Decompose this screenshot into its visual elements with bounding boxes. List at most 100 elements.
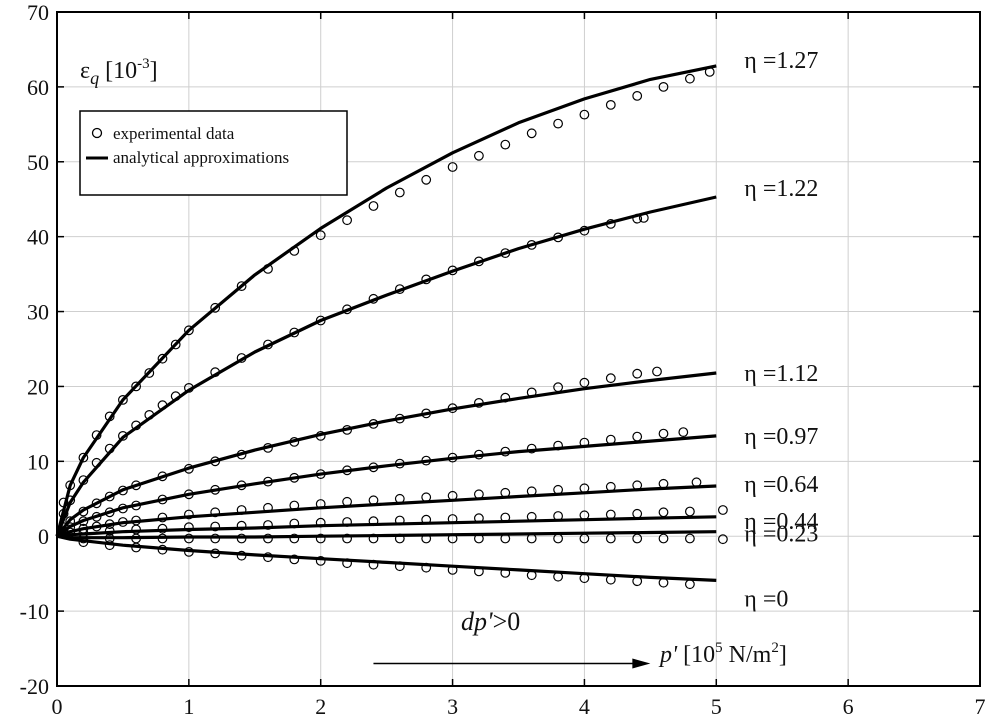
data-point [236, 480, 247, 491]
data-point [368, 495, 379, 506]
data-point [210, 367, 221, 378]
data-point [421, 492, 432, 503]
data-point [605, 481, 616, 492]
annotation-arrowhead [632, 658, 651, 669]
data-point [526, 128, 537, 139]
data-point [474, 150, 484, 161]
data-point [58, 497, 69, 508]
annotation-var: dp' [461, 607, 493, 636]
data-point [157, 494, 168, 505]
x-axis-title-open: [10 [677, 642, 715, 668]
data-point [342, 558, 353, 569]
data-point [78, 516, 89, 527]
data-point [104, 411, 115, 422]
data-point [183, 463, 194, 474]
data-point [474, 566, 484, 577]
data-point [718, 505, 728, 515]
data-point [632, 213, 643, 224]
data-point [117, 503, 128, 514]
data-point [632, 508, 643, 519]
y-tick-label: 70 [27, 0, 49, 25]
data-point [289, 500, 300, 511]
data-point [421, 514, 432, 525]
data-point [236, 550, 247, 561]
data-point [210, 548, 221, 559]
curve-label: η =0.23 [744, 522, 818, 548]
data-point [170, 391, 181, 402]
data-point [104, 540, 115, 551]
data-point [394, 561, 405, 572]
y-axis-title: εq [10-3] [80, 56, 158, 88]
y-axis-title-sup: -3 [137, 56, 150, 72]
data-point [500, 568, 511, 578]
series-4: η =0.64 [56, 472, 818, 538]
data-point [342, 465, 353, 476]
data-point [526, 486, 537, 497]
data-point [183, 383, 194, 393]
data-point [78, 452, 89, 463]
curve-label: η =1.22 [744, 176, 818, 202]
series-6: η =0.23 [56, 522, 818, 548]
y-tick-label: 60 [27, 75, 49, 100]
data-point [718, 534, 728, 545]
data-point [131, 542, 142, 553]
x-tick-label: 7 [975, 694, 986, 719]
data-point [500, 139, 511, 150]
data-point [157, 512, 168, 523]
data-point [289, 327, 300, 338]
data-point [170, 339, 181, 350]
data-point [342, 533, 353, 544]
data-point [210, 456, 221, 467]
data-point [500, 248, 511, 259]
data-point [263, 533, 273, 544]
data-point [474, 398, 484, 408]
data-point [474, 256, 484, 267]
data-point [579, 377, 590, 388]
data-point [91, 498, 102, 509]
data-point [579, 573, 590, 584]
data-point [447, 162, 458, 172]
data-point [447, 565, 458, 575]
data-point [579, 533, 590, 544]
data-point [236, 353, 247, 363]
series-0: η =1.27 [55, 48, 818, 537]
data-point [447, 490, 458, 501]
data-point [131, 500, 142, 511]
x-axis-title-var: p' [658, 642, 678, 668]
legend: experimental data analytical approximati… [79, 110, 348, 196]
data-point [605, 574, 616, 585]
data-point [91, 457, 102, 468]
y-tick-label: 10 [27, 449, 49, 474]
data-point [421, 274, 432, 285]
data-point [447, 533, 458, 544]
data-point [236, 533, 247, 544]
data-point [78, 537, 89, 548]
data-point [104, 526, 115, 536]
data-point [553, 232, 563, 243]
data-point [447, 452, 458, 463]
annotation-text: dp'>0 [461, 607, 520, 636]
data-point [685, 533, 695, 544]
data-point [685, 579, 695, 590]
data-point [157, 523, 168, 534]
y-tick-label: 30 [27, 300, 49, 325]
approx-curve [56, 534, 717, 582]
x-axis-title-close: ] [779, 642, 787, 668]
data-point [263, 520, 273, 530]
plot-frame [56, 11, 981, 687]
data-point [394, 533, 405, 544]
data-point [526, 570, 537, 581]
x-axis-title-sup1: 5 [715, 640, 723, 656]
y-axis-title-open: [10 [99, 58, 137, 84]
data-point [394, 493, 405, 504]
data-point [605, 373, 616, 384]
data-point [658, 533, 669, 544]
y-tick-label: 0 [38, 524, 49, 549]
data-point [65, 495, 76, 506]
data-point [368, 419, 379, 429]
data-point [210, 533, 221, 544]
data-point [183, 522, 194, 533]
data-point [315, 315, 326, 326]
y-axis-title-close: ] [150, 58, 158, 84]
approx-curve [56, 530, 717, 540]
